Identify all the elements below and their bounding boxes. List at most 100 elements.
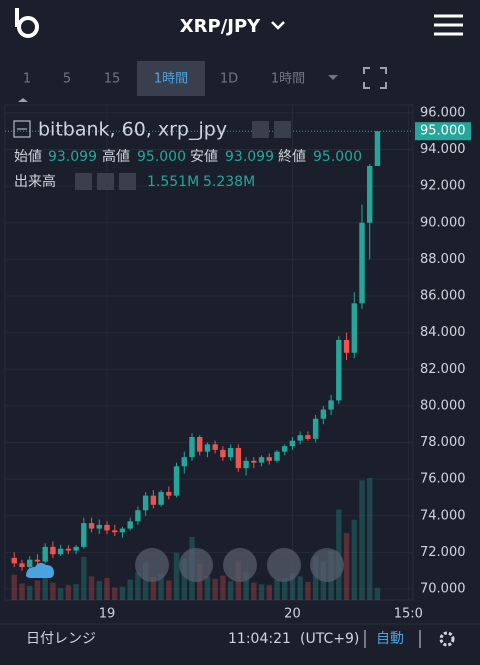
settings-button[interactable]: [274, 121, 291, 138]
pair-title[interactable]: XRP/JPY: [180, 16, 261, 37]
volume-bar: [367, 478, 373, 600]
close-value: 95.000: [313, 149, 362, 165]
volume-bar: [166, 580, 172, 600]
volume-bar: [312, 555, 319, 600]
candle-body: [150, 495, 157, 505]
volume-bar: [274, 579, 280, 600]
close-button[interactable]: [119, 173, 136, 190]
volume-bar: [359, 480, 365, 600]
y-tick-label: 72.000: [420, 545, 466, 560]
high-value: 95.000: [137, 149, 186, 165]
candle-body: [258, 457, 265, 463]
interval[interactable]: 1D: [220, 72, 238, 87]
volume-bar: [88, 576, 95, 600]
volume-bar: [343, 533, 350, 600]
y-tick-label: 78.000: [420, 435, 466, 450]
volume-bar: [173, 552, 180, 600]
volume-label: 出来高: [14, 173, 56, 190]
last-price-label: 95.000: [420, 124, 466, 139]
eye-button[interactable]: [252, 121, 269, 138]
auto-scale[interactable]: 自動: [376, 631, 404, 647]
candle-body: [158, 491, 164, 505]
y-tick-label: 90.000: [420, 215, 466, 230]
y-tick-label: 70.000: [420, 582, 466, 597]
volume-bar: [142, 562, 149, 600]
scroll-left[interactable]: [135, 548, 169, 582]
y-tick-label: 92.000: [420, 179, 466, 194]
candle-body: [204, 444, 211, 452]
candle-body: [336, 339, 342, 401]
candle-body: [135, 510, 141, 522]
volume-bar: [112, 587, 118, 600]
volume-bar: [135, 572, 141, 600]
nav-buttons: [135, 548, 344, 582]
candle-body: [88, 523, 95, 529]
y-tick-label: 88.000: [420, 252, 466, 267]
volume-bar: [220, 575, 226, 600]
volume-bar: [150, 577, 157, 600]
interval-menu[interactable]: 1時間: [271, 72, 305, 87]
zoom-in[interactable]: [267, 548, 301, 582]
candle-body: [19, 563, 25, 568]
menu-button[interactable]: [434, 14, 463, 36]
candle-body: [359, 222, 365, 304]
logo[interactable]: [15, 8, 39, 38]
candle-body: [289, 440, 296, 447]
interval[interactable]: 5: [63, 72, 71, 87]
candle-body: [220, 449, 226, 458]
candle-body: [112, 530, 118, 533]
clock: 11:04:21: [228, 631, 291, 647]
candle-body: [328, 400, 334, 410]
pair-chevron[interactable]: [271, 21, 285, 30]
scroll-right[interactable]: [310, 548, 344, 582]
volume-bar: [305, 581, 311, 600]
volume-bar: [65, 585, 72, 600]
candle-body: [42, 546, 48, 562]
cloud-icon: [26, 562, 54, 578]
interval[interactable]: 1時間: [154, 72, 188, 87]
zoom-out[interactable]: [179, 548, 213, 582]
volume-bar: [181, 559, 187, 600]
volume-bar: [27, 585, 33, 600]
candle-body: [312, 418, 319, 439]
candle-body: [11, 557, 17, 564]
fullscreen-button[interactable]: [363, 67, 387, 89]
volume-bar: [11, 574, 17, 600]
volume-bar: [42, 568, 48, 600]
candle-body: [173, 466, 180, 496]
volume-bar: [119, 586, 126, 600]
candle-body: [297, 435, 303, 441]
candle-body: [189, 437, 195, 458]
volume-bar: [282, 577, 288, 600]
dropdown-arrow[interactable]: [328, 75, 338, 80]
y-tick-label: 80.000: [420, 398, 466, 413]
volume-bar: [204, 576, 211, 600]
volume-bar: [243, 571, 249, 600]
candle-body: [142, 495, 149, 511]
candle-body: [274, 451, 280, 461]
timezone[interactable]: (UTC+9): [300, 631, 359, 647]
volume-bar: [258, 584, 265, 600]
date-range[interactable]: 日付レンジ: [26, 631, 96, 647]
volume-bar: [251, 582, 257, 600]
candle-body: [96, 524, 102, 529]
interval[interactable]: 15: [104, 72, 121, 87]
candle-body: [57, 548, 64, 555]
volume-bar: [158, 574, 164, 600]
settings-gear[interactable]: [439, 631, 455, 647]
candle-body: [282, 446, 288, 452]
reset[interactable]: [223, 548, 257, 582]
x-tick-label: 15:0: [394, 607, 423, 622]
candle-body: [374, 131, 381, 167]
interval[interactable]: 1: [23, 72, 31, 87]
collapse-legend[interactable]: [13, 120, 31, 138]
volume-bar: [197, 563, 203, 600]
collapse-arrow[interactable]: [18, 98, 28, 102]
volume-bar: [34, 580, 41, 600]
y-tick-label: 96.000: [420, 105, 466, 120]
settings-button[interactable]: [97, 173, 114, 190]
eye-button[interactable]: [75, 173, 92, 190]
candle-body: [197, 437, 203, 452]
volume-bar: [50, 582, 56, 600]
